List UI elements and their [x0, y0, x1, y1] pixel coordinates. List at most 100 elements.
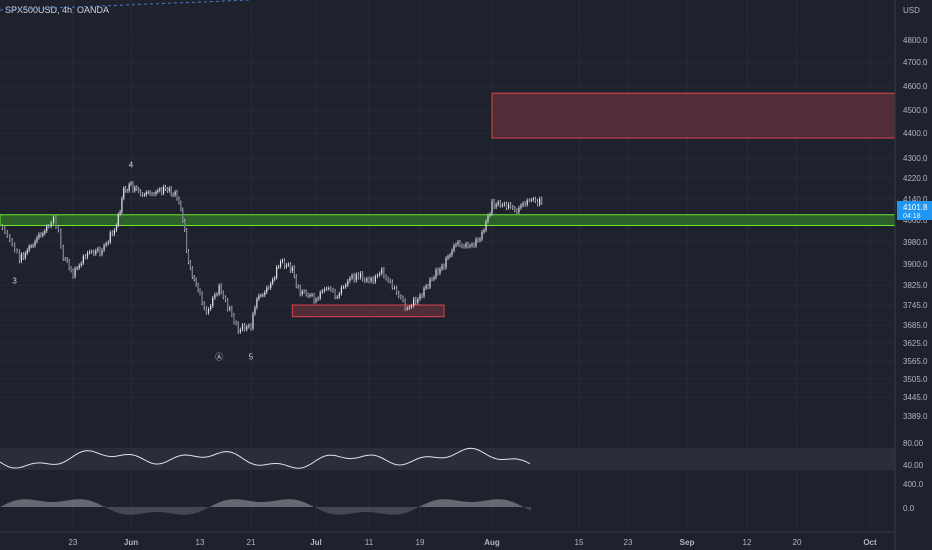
candle-body: [465, 243, 467, 247]
candle-body: [421, 295, 423, 297]
candle-body: [441, 265, 443, 269]
candle-body: [268, 287, 270, 289]
candle-body: [117, 214, 119, 226]
price-tick-label: 4400.0: [903, 129, 928, 138]
candle-body: [145, 192, 147, 195]
candle-body: [231, 307, 233, 316]
candle-body: [252, 313, 254, 329]
candle-body: [258, 295, 260, 299]
resistance-zone[interactable]: [491, 92, 896, 139]
candle-body: [311, 294, 313, 296]
candle-body: [447, 256, 449, 259]
candle-body: [281, 260, 284, 262]
candle-body: [427, 285, 429, 288]
candle-body: [391, 281, 393, 288]
candle-body: [507, 203, 510, 209]
candle-body: [431, 279, 433, 281]
candle-body: [262, 295, 264, 297]
candle-body: [88, 251, 91, 253]
candle-body: [342, 287, 345, 289]
candle-body: [417, 298, 419, 303]
candle-body: [483, 230, 485, 232]
price-tick-label: 4800.0: [903, 36, 928, 45]
candle-body: [338, 293, 340, 298]
candle-body: [297, 286, 299, 288]
candle-body: [22, 254, 24, 259]
candle-body: [345, 285, 347, 288]
candle-body: [370, 278, 372, 282]
candle-body: [381, 269, 383, 274]
candle-body: [216, 294, 218, 296]
candle-body: [445, 258, 447, 268]
candle-body: [84, 256, 87, 258]
currency-label: USD: [903, 6, 920, 15]
candle-body: [128, 184, 130, 191]
time-axis[interactable]: 23 Jun 13 21 Jul 11 19 Aug 15 23 Sep 12 20 Oct: [69, 538, 877, 547]
candle-body: [505, 203, 508, 209]
candle-body: [503, 203, 506, 205]
candle-body: [6, 232, 8, 236]
candle-body: [283, 260, 286, 267]
candle-body: [95, 250, 97, 254]
support-zone[interactable]: [0, 214, 896, 226]
candle-body: [141, 194, 144, 196]
candle-body: [433, 277, 435, 280]
candle-body: [107, 242, 109, 244]
resistance-zone[interactable]: [291, 304, 445, 318]
price-tick-label: 4300.0: [903, 154, 928, 163]
candle-body: [435, 269, 437, 278]
candle-body: [319, 292, 321, 299]
wave-labels: 3 4 Ⓐ 5: [12, 160, 253, 361]
price-axis[interactable]: 4800.0 4700.0 4600.0 4500.0 4400.0 4300.0 4220…: [903, 36, 928, 421]
candle-body: [340, 287, 343, 294]
candle-body: [93, 251, 95, 254]
price-tick-label: 4600.0: [903, 82, 928, 91]
candle-body: [105, 243, 107, 246]
candle-body: [323, 289, 326, 291]
candle-body: [180, 202, 182, 210]
candle-body: [147, 192, 149, 194]
time-tick-label: 19: [416, 538, 425, 547]
trend-line[interactable]: [0, 0, 251, 11]
candle-body: [437, 269, 439, 274]
candle-body: [469, 245, 471, 247]
candle-body: [237, 323, 239, 332]
time-tick-label: 13: [196, 538, 205, 547]
candle-body: [385, 276, 387, 279]
candle-body: [24, 253, 26, 259]
candle-body: [159, 188, 161, 191]
candle-body: [212, 297, 214, 307]
candle-body: [396, 287, 398, 293]
candle-body: [413, 298, 415, 306]
candle-body: [423, 288, 425, 297]
candle-body: [491, 200, 493, 214]
candle-body: [50, 222, 52, 227]
candle-body: [326, 288, 328, 290]
candle-body: [336, 297, 338, 299]
candle-body: [132, 183, 134, 191]
price-series: [1, 181, 543, 334]
candle-body: [187, 251, 190, 263]
candle-body: [32, 245, 34, 247]
candle-body: [305, 291, 307, 295]
candle-body: [514, 208, 516, 211]
candle-body: [74, 268, 76, 277]
candle-body: [532, 198, 535, 200]
histogram-tick-label: 0.0: [903, 504, 915, 513]
candle-body: [97, 248, 99, 251]
time-tick-label: Jun: [124, 538, 138, 547]
candle-body: [530, 199, 532, 201]
candle-body: [57, 226, 59, 231]
candle-body: [68, 260, 70, 269]
price-tick-label: 3625.0: [903, 339, 928, 348]
candle-body: [9, 235, 11, 241]
candle-body: [130, 183, 132, 185]
candle-body: [461, 245, 463, 247]
candle-body: [467, 243, 469, 247]
candle-body: [172, 194, 174, 196]
candle-body: [256, 298, 258, 308]
candle-body: [518, 207, 520, 213]
wave-label: Ⓐ: [215, 353, 223, 362]
candle-body: [119, 211, 121, 215]
